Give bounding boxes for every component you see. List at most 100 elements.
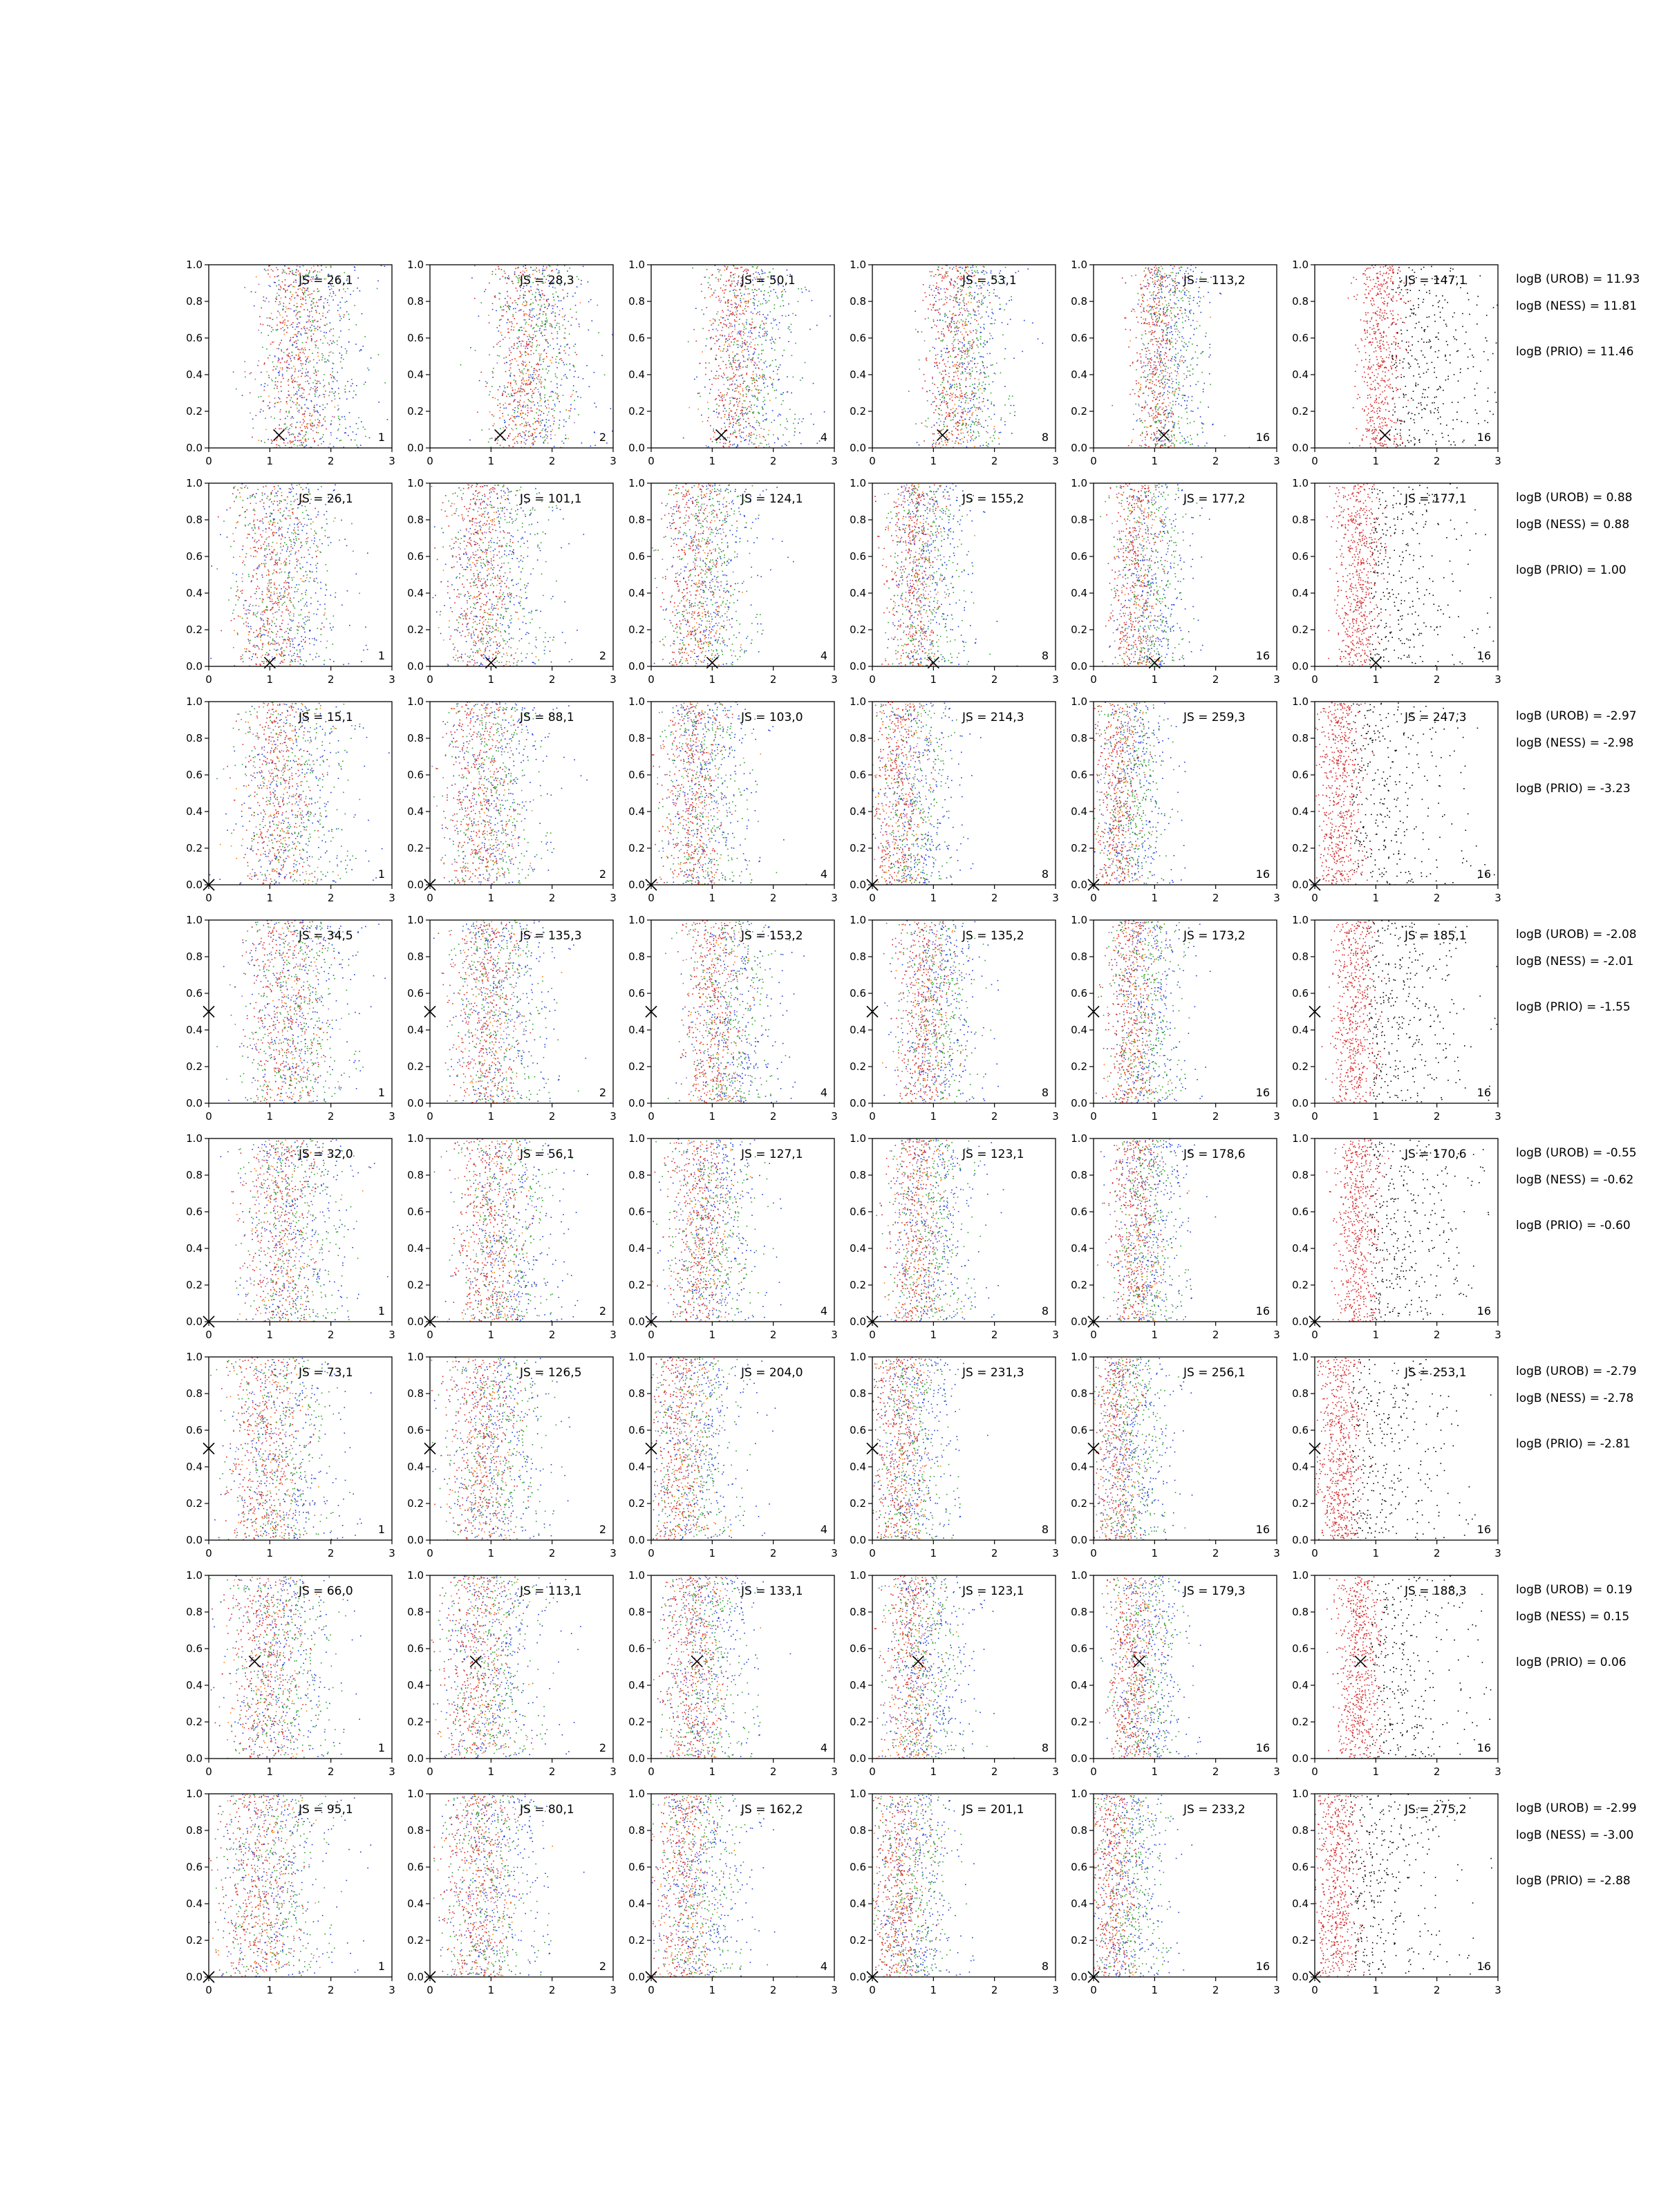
data-point bbox=[367, 367, 368, 369]
data-point bbox=[526, 382, 527, 384]
data-point bbox=[541, 306, 542, 308]
data-point bbox=[967, 441, 968, 443]
data-point bbox=[957, 377, 959, 379]
data-point bbox=[952, 379, 954, 381]
data-point bbox=[1156, 325, 1158, 326]
data-point bbox=[535, 281, 537, 282]
data-point bbox=[935, 288, 937, 289]
data-point bbox=[520, 413, 521, 414]
data-point bbox=[292, 272, 293, 273]
data-point bbox=[521, 345, 522, 347]
data-point bbox=[946, 325, 948, 327]
data-point bbox=[520, 287, 521, 288]
data-point bbox=[745, 303, 747, 304]
data-point bbox=[725, 289, 727, 290]
data-point bbox=[1197, 445, 1199, 447]
data-point bbox=[971, 393, 973, 395]
data-point bbox=[720, 316, 722, 318]
data-point bbox=[547, 372, 548, 374]
data-point bbox=[781, 445, 783, 447]
data-point bbox=[975, 420, 977, 422]
data-point bbox=[728, 359, 730, 362]
data-point bbox=[510, 383, 512, 384]
panel-label: 1 bbox=[378, 431, 385, 444]
data-point bbox=[982, 400, 984, 402]
data-point bbox=[1160, 360, 1161, 362]
data-point bbox=[593, 372, 595, 373]
data-point bbox=[966, 373, 968, 374]
data-point bbox=[915, 310, 916, 312]
data-point bbox=[738, 364, 740, 366]
data-point bbox=[551, 270, 552, 272]
data-point bbox=[991, 277, 993, 279]
data-point bbox=[771, 422, 773, 423]
data-point bbox=[991, 418, 992, 420]
data-point bbox=[959, 314, 960, 315]
data-point bbox=[524, 291, 526, 292]
data-point bbox=[740, 266, 742, 268]
data-point bbox=[493, 415, 495, 417]
data-point bbox=[297, 294, 299, 296]
data-point bbox=[764, 290, 765, 292]
data-point bbox=[966, 272, 967, 274]
data-point bbox=[302, 276, 304, 278]
data-point bbox=[1150, 387, 1152, 389]
data-point bbox=[947, 317, 948, 318]
data-point bbox=[733, 265, 735, 267]
data-point bbox=[539, 299, 541, 301]
data-point bbox=[516, 323, 518, 324]
data-point bbox=[544, 397, 545, 398]
data-point bbox=[740, 384, 741, 385]
data-point bbox=[742, 410, 743, 412]
data-point bbox=[278, 294, 280, 297]
data-point bbox=[301, 373, 303, 374]
data-point bbox=[736, 310, 738, 312]
data-point bbox=[558, 270, 560, 272]
data-point bbox=[978, 419, 980, 420]
axes-frame bbox=[650, 264, 835, 449]
data-point bbox=[762, 377, 763, 379]
data-point bbox=[340, 440, 342, 441]
data-point bbox=[1168, 327, 1170, 328]
data-point bbox=[359, 350, 361, 352]
data-point bbox=[966, 397, 968, 399]
data-point bbox=[523, 388, 525, 391]
data-point bbox=[315, 374, 317, 376]
data-point bbox=[284, 272, 285, 273]
data-point bbox=[511, 326, 512, 328]
data-point bbox=[724, 266, 727, 268]
data-point bbox=[957, 270, 959, 272]
data-point bbox=[1032, 322, 1033, 324]
data-point bbox=[728, 379, 730, 381]
data-point bbox=[945, 296, 946, 298]
data-point bbox=[268, 405, 269, 406]
data-point bbox=[295, 310, 297, 311]
data-point bbox=[970, 373, 972, 375]
data-point bbox=[521, 355, 522, 357]
data-point bbox=[542, 437, 544, 438]
data-point bbox=[975, 332, 977, 334]
data-point bbox=[264, 362, 265, 364]
data-point bbox=[507, 278, 509, 279]
data-point bbox=[1155, 444, 1157, 445]
data-point bbox=[744, 412, 747, 414]
data-point bbox=[749, 279, 751, 280]
data-point bbox=[511, 346, 513, 348]
data-point bbox=[962, 314, 964, 316]
data-point bbox=[523, 418, 525, 420]
data-point bbox=[722, 404, 724, 406]
y-tick-label: 0.8 bbox=[850, 295, 866, 308]
data-point bbox=[294, 437, 296, 439]
data-point bbox=[547, 299, 550, 300]
data-point bbox=[522, 377, 524, 379]
data-point bbox=[959, 420, 961, 421]
data-point bbox=[733, 292, 735, 294]
data-point bbox=[332, 335, 334, 337]
data-point bbox=[509, 360, 511, 362]
data-point bbox=[297, 376, 299, 378]
data-point bbox=[738, 359, 740, 362]
data-point bbox=[740, 301, 742, 303]
data-point bbox=[301, 444, 303, 446]
data-point bbox=[552, 429, 553, 431]
data-point bbox=[252, 418, 254, 420]
